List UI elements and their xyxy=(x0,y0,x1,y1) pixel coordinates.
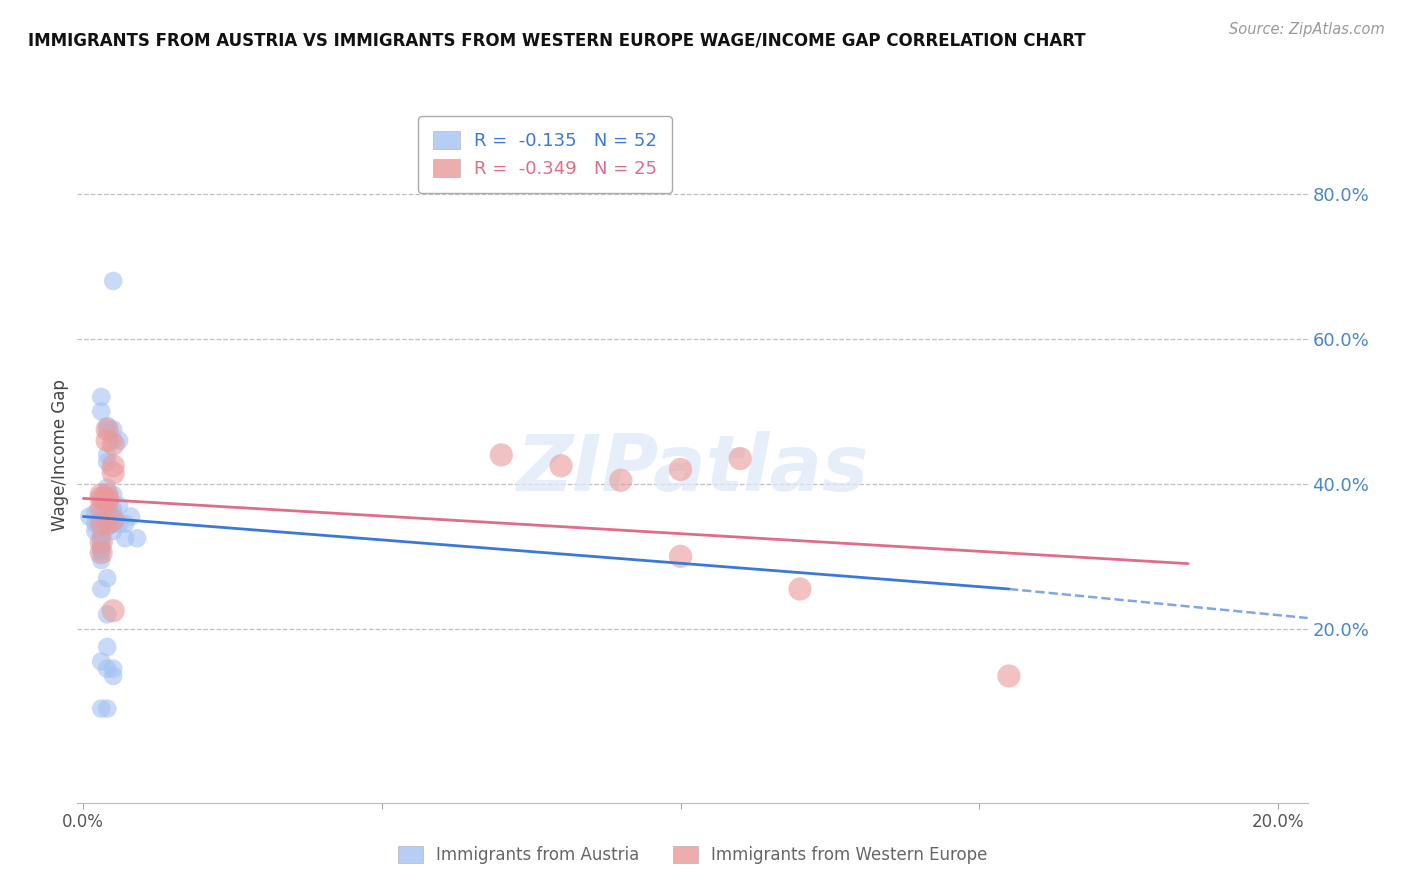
Point xyxy=(96,571,118,585)
Point xyxy=(491,448,513,462)
Point xyxy=(96,662,118,676)
Point xyxy=(90,542,112,557)
Point xyxy=(90,546,112,560)
Point xyxy=(90,582,112,596)
Point xyxy=(90,516,112,531)
Point xyxy=(96,423,118,437)
Point xyxy=(101,513,124,527)
Text: ZIPatlas: ZIPatlas xyxy=(516,431,869,507)
Point xyxy=(96,509,118,524)
Point xyxy=(108,499,131,513)
Point xyxy=(90,531,112,545)
Point xyxy=(101,466,124,480)
Point xyxy=(101,669,124,683)
Point xyxy=(101,502,124,516)
Point xyxy=(90,488,112,502)
Point xyxy=(550,458,572,473)
Point xyxy=(120,509,142,524)
Point xyxy=(90,390,112,404)
Point xyxy=(101,604,124,618)
Point xyxy=(101,506,124,520)
Point xyxy=(90,524,112,538)
Point xyxy=(96,640,118,654)
Point xyxy=(101,458,124,473)
Point xyxy=(84,516,107,531)
Point xyxy=(90,539,112,553)
Point xyxy=(90,513,112,527)
Point xyxy=(669,462,692,476)
Point xyxy=(90,546,112,560)
Point xyxy=(101,437,124,451)
Point xyxy=(125,531,148,545)
Point xyxy=(90,502,112,516)
Point xyxy=(96,491,118,506)
Point xyxy=(96,495,118,509)
Point xyxy=(96,481,118,495)
Point xyxy=(101,524,124,538)
Point xyxy=(96,701,118,715)
Point xyxy=(90,542,112,557)
Point xyxy=(101,509,124,524)
Point xyxy=(114,531,136,545)
Y-axis label: Wage/Income Gap: Wage/Income Gap xyxy=(51,379,69,531)
Point xyxy=(998,669,1021,683)
Point xyxy=(96,455,118,469)
Point xyxy=(96,448,118,462)
Point xyxy=(90,553,112,567)
Point xyxy=(96,506,118,520)
Point xyxy=(96,516,118,531)
Point xyxy=(90,701,112,715)
Point xyxy=(96,419,118,434)
Legend: Immigrants from Austria, Immigrants from Western Europe: Immigrants from Austria, Immigrants from… xyxy=(391,839,994,871)
Point xyxy=(669,549,692,564)
Point xyxy=(90,655,112,669)
Point xyxy=(610,473,633,487)
Point xyxy=(90,491,112,506)
Point xyxy=(108,434,131,448)
Point xyxy=(90,516,112,531)
Point xyxy=(96,423,118,437)
Point xyxy=(114,516,136,531)
Point xyxy=(84,524,107,538)
Point xyxy=(96,434,118,448)
Point xyxy=(96,499,118,513)
Point xyxy=(90,535,112,549)
Point xyxy=(90,506,112,520)
Text: IMMIGRANTS FROM AUSTRIA VS IMMIGRANTS FROM WESTERN EUROPE WAGE/INCOME GAP CORREL: IMMIGRANTS FROM AUSTRIA VS IMMIGRANTS FR… xyxy=(28,31,1085,49)
Point xyxy=(90,527,112,541)
Point xyxy=(90,404,112,418)
Point xyxy=(96,488,118,502)
Point xyxy=(728,451,751,466)
Point xyxy=(96,520,118,534)
Point xyxy=(84,506,107,520)
Point xyxy=(101,662,124,676)
Point xyxy=(90,491,112,506)
Point xyxy=(789,582,811,596)
Point xyxy=(101,274,124,288)
Point xyxy=(101,488,124,502)
Point xyxy=(90,535,112,549)
Point xyxy=(101,516,124,531)
Point xyxy=(101,423,124,437)
Point xyxy=(101,434,124,448)
Point xyxy=(96,607,118,622)
Text: Source: ZipAtlas.com: Source: ZipAtlas.com xyxy=(1229,22,1385,37)
Point xyxy=(77,509,100,524)
Point xyxy=(108,516,131,531)
